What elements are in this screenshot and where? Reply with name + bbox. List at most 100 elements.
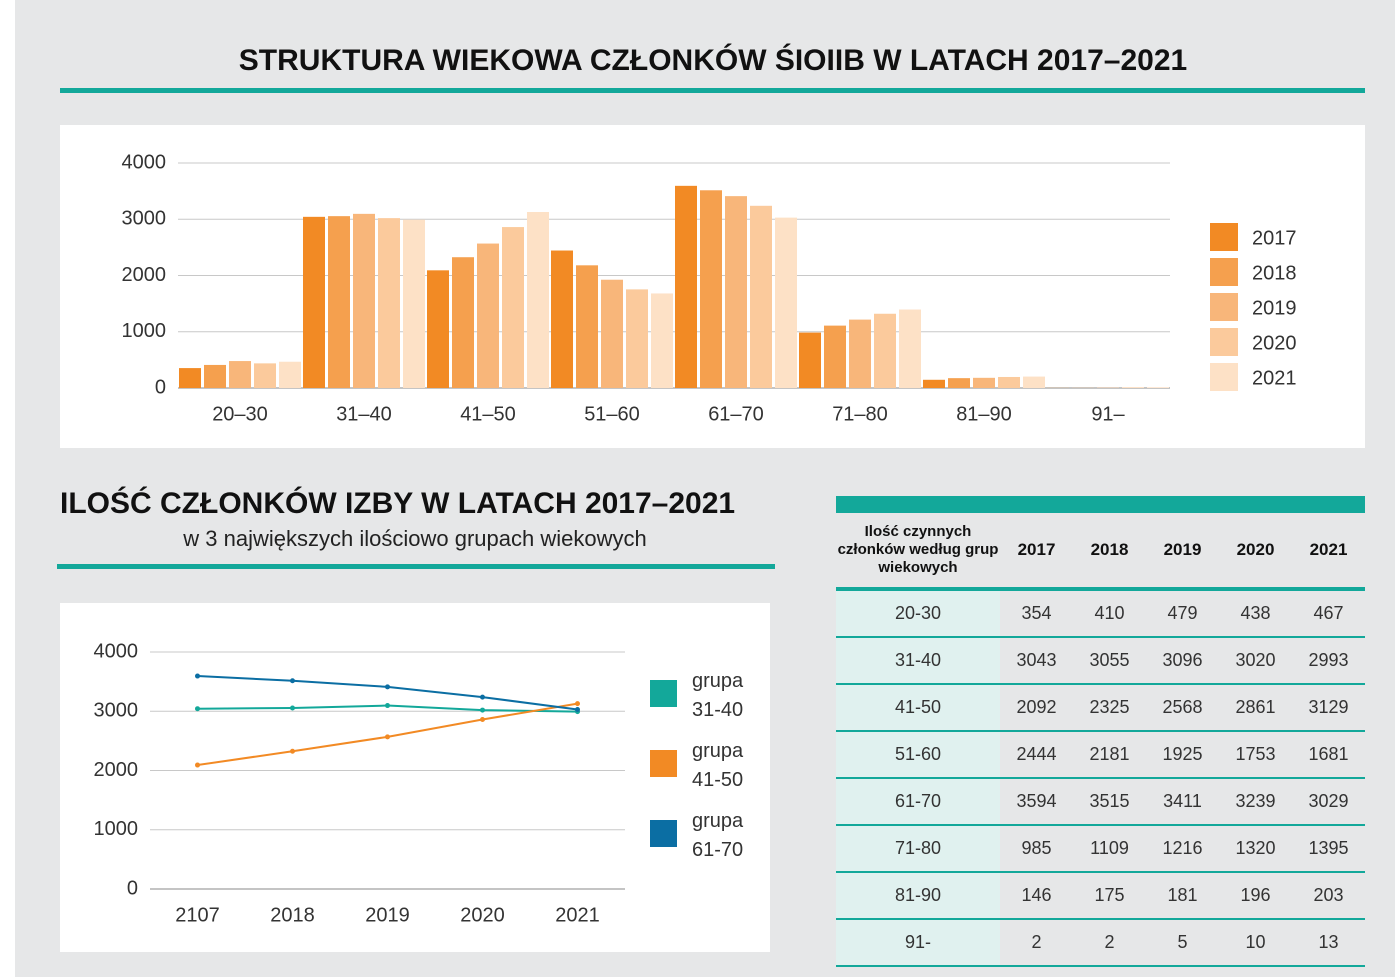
bar: [378, 218, 400, 388]
cell: 146: [1000, 872, 1073, 920]
x-tick-label: 41–50: [460, 403, 516, 425]
y-tick-label: 2000: [122, 264, 167, 286]
cell: 1216: [1146, 825, 1219, 873]
bar: [427, 270, 449, 388]
cell: 1681: [1292, 731, 1365, 779]
row: 71-80 985 1109 1216 1320 1395: [836, 825, 1365, 873]
cell: 2861: [1219, 684, 1292, 732]
cell: 3096: [1146, 637, 1219, 685]
bar: [1147, 387, 1169, 388]
bar: [973, 377, 995, 388]
cell: 51-60: [836, 731, 1000, 779]
y-tick-label: 0: [127, 877, 138, 899]
bar: [1122, 387, 1144, 388]
bar: [601, 279, 623, 388]
cell: 196: [1219, 872, 1292, 920]
y-tick-label: 2000: [94, 759, 139, 781]
cell: 3515: [1073, 778, 1146, 826]
bar: [998, 376, 1020, 388]
x-tick-label: 61–70: [708, 403, 764, 425]
point: [195, 762, 200, 768]
chart-title: STRUKTURA WIEKOWA CZŁONKÓW ŚIOIIB W LATA…: [239, 43, 1187, 77]
legend-swatch: [650, 750, 677, 777]
bar: [948, 378, 970, 388]
point: [195, 706, 200, 712]
bar: [551, 250, 573, 388]
cell: 5: [1146, 919, 1219, 967]
legend-label: 2021: [1252, 367, 1297, 389]
x-tick-label: 2018: [270, 904, 315, 926]
x-tick-label: 81–90: [956, 403, 1012, 425]
cell: 354: [1000, 589, 1073, 638]
bar: [700, 190, 722, 388]
cell: 1320: [1219, 825, 1292, 873]
bar: [204, 364, 226, 388]
legend-label: 2020: [1252, 332, 1297, 354]
cell: 20-30: [836, 589, 1000, 638]
point: [290, 705, 295, 711]
row: 61-70 3594 3515 3411 3239 3029: [836, 778, 1365, 826]
legend-label: 2017: [1252, 227, 1297, 249]
row: 81-90 146 175 181 196 203: [836, 872, 1365, 920]
legend-label: grupa 41-50: [692, 740, 744, 791]
cell: 10: [1219, 919, 1292, 967]
point: [290, 748, 295, 754]
legend-swatch: [1210, 258, 1238, 286]
cell: 61-70: [836, 778, 1000, 826]
cell: 3020: [1219, 637, 1292, 685]
cell: 2: [1000, 919, 1073, 967]
cell: 3129: [1292, 684, 1365, 732]
cell: 2325: [1073, 684, 1146, 732]
y-tick-label: 3000: [94, 700, 139, 722]
cell: 81-90: [836, 872, 1000, 920]
legend-label: grupa 31-40: [692, 670, 744, 721]
column-header: Ilość czynnych członków według grup wiek…: [836, 513, 1000, 591]
bar: [874, 313, 896, 388]
cell: 1925: [1146, 731, 1219, 779]
legend-swatch: [1210, 363, 1238, 391]
bar: [899, 309, 921, 388]
column-header: 2018: [1073, 513, 1146, 591]
cell: 2: [1073, 919, 1146, 967]
point: [385, 703, 390, 709]
bar: [576, 265, 598, 388]
legend-label: grupa 61-70: [692, 810, 744, 861]
chart-title: ILOŚĆ CZŁONKÓW IZBY W LATACH 2017–2021: [60, 486, 735, 520]
bar: [502, 227, 524, 388]
point: [385, 684, 390, 690]
bar: [750, 205, 772, 388]
column-header: 2017: [1000, 513, 1073, 591]
column-header: 2021: [1292, 513, 1365, 591]
y-tick-label: 1000: [122, 320, 167, 342]
title-rule: [60, 88, 1365, 93]
bar: [254, 363, 276, 388]
bar: [1023, 376, 1045, 388]
bar: [403, 219, 425, 388]
cell: 3055: [1073, 637, 1146, 685]
cell: 438: [1219, 589, 1292, 638]
bar: [229, 361, 251, 388]
bar: [179, 368, 201, 388]
bar: [675, 185, 697, 388]
legend-swatch: [1210, 328, 1238, 356]
x-tick-label: 2019: [365, 904, 410, 926]
cell: 71-80: [836, 825, 1000, 873]
cell: 41-50: [836, 684, 1000, 732]
table: Ilość czynnych członków według grup wiek…: [836, 496, 1365, 967]
chart-subtitle: w 3 największych ilościowo grupach wieko…: [182, 526, 646, 551]
column-header: 2020: [1219, 513, 1292, 591]
x-tick-label: 2021: [555, 904, 600, 926]
cell: 3043: [1000, 637, 1073, 685]
cell: 181: [1146, 872, 1219, 920]
row: 41-50 2092 2325 2568 2861 3129: [836, 684, 1365, 732]
y-tick-label: 3000: [122, 208, 167, 230]
cell: 467: [1292, 589, 1365, 638]
column-header: 2019: [1146, 513, 1219, 591]
legend-label: 2018: [1252, 262, 1297, 284]
table-bar: [836, 496, 1365, 513]
bar: [849, 319, 871, 388]
point: [385, 734, 390, 740]
x-tick-label: 2020: [460, 904, 505, 926]
